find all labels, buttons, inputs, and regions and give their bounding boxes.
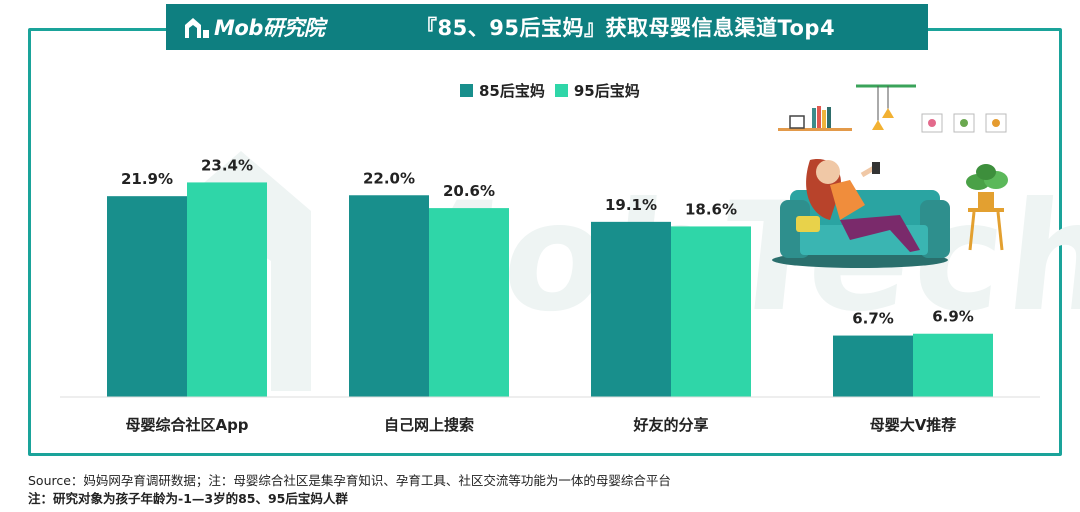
legend-swatch-95 (554, 84, 568, 97)
page-title: 『85、95后宝妈』获取母婴信息渠道Top4 (416, 16, 836, 40)
header-banner: Mob研究院 『85、95后宝妈』获取母婴信息渠道Top4 (166, 4, 928, 50)
research-note: 注：研究对象为孩子年龄为-1—3岁的85、95后宝妈人群 (28, 491, 348, 506)
bar-85-0 (107, 196, 187, 397)
legend-label-85: 85后宝妈 (479, 82, 545, 100)
category-label-2: 好友的分享 (632, 416, 708, 434)
mom-on-sofa-illustration (772, 84, 1008, 268)
value-label-85-0: 21.9% (121, 170, 173, 188)
value-label-95-0: 23.4% (201, 156, 253, 174)
category-label-3: 母婴大V推荐 (870, 416, 957, 434)
value-label-85-3: 6.7% (852, 310, 894, 328)
bar-95-0 (187, 182, 267, 397)
bar-85-1 (349, 195, 429, 397)
source-note: Source：妈妈网孕育调研数据；注：母婴综合社区是集孕育知识、孕育工具、社区交… (28, 473, 671, 488)
legend-swatch-85 (460, 84, 473, 97)
value-label-85-1: 22.0% (363, 169, 415, 187)
mob-logo-icon (185, 18, 209, 38)
bar-95-2 (671, 226, 751, 397)
value-label-95-1: 20.6% (443, 182, 495, 200)
category-label-1: 自己网上搜索 (384, 416, 474, 434)
bar-85-3 (833, 335, 913, 397)
value-label-95-2: 18.6% (685, 200, 737, 218)
category-label-0: 母婴综合社区App (125, 416, 248, 434)
legend: 85后宝妈 95后宝妈 (460, 80, 640, 101)
legend-item-85: 85后宝妈 (460, 80, 545, 101)
legend-label-95: 95后宝妈 (573, 82, 640, 100)
legend-item-95: 95后宝妈 (554, 80, 640, 101)
value-label-85-2: 19.1% (605, 196, 657, 214)
mob-logo: Mob研究院 (166, 12, 416, 42)
footer-notes: Source：妈妈网孕育调研数据；注：母婴综合社区是集孕育知识、孕育工具、社区交… (28, 472, 671, 508)
bar-85-2 (591, 221, 671, 397)
logo-text: Mob研究院 (214, 16, 325, 40)
bar-95-3 (913, 333, 993, 397)
bar-95-1 (429, 208, 509, 397)
value-label-95-3: 6.9% (932, 308, 974, 326)
